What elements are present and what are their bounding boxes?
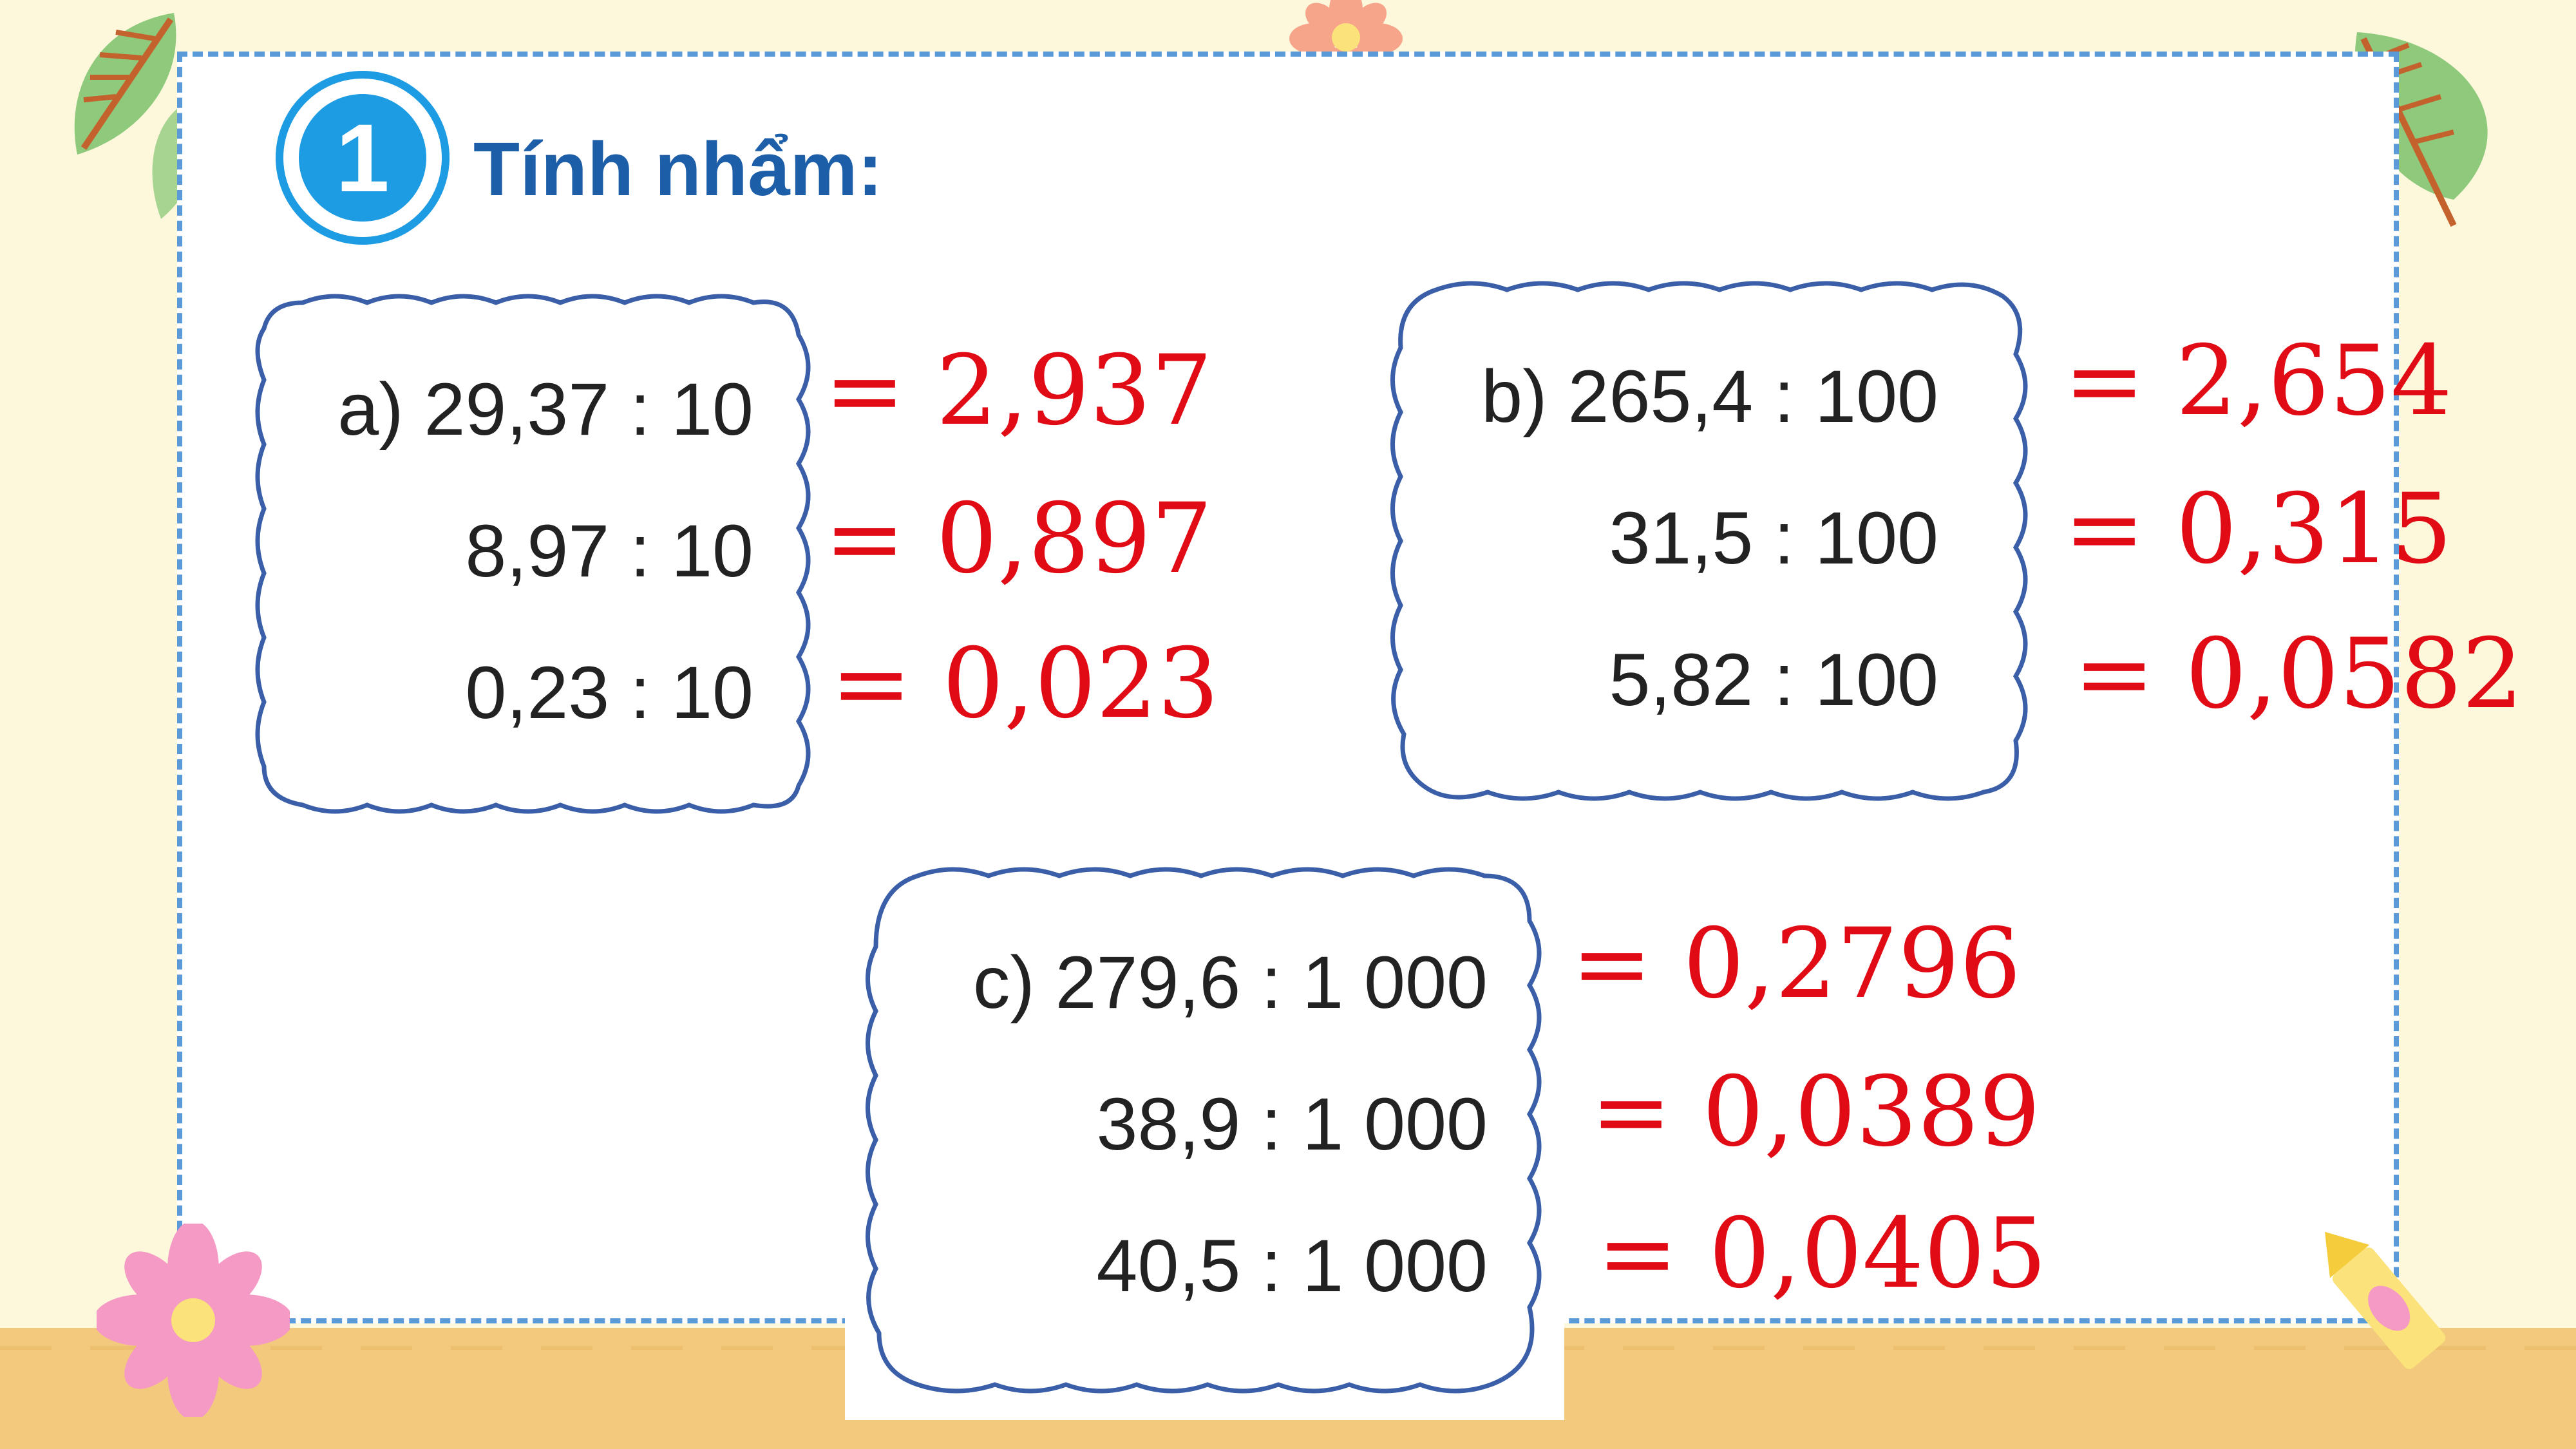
cloud-box-c (866, 867, 1542, 1394)
exercise-number-badge: 1 (276, 71, 450, 245)
answer-a-1: = 2,937 (824, 335, 1213, 447)
answer-b-1: = 2,654 (2064, 325, 2452, 437)
answer-a-2: = 0,897 (824, 483, 1213, 595)
answer-c-2: = 0,0389 (1591, 1056, 2041, 1168)
exercise-title: Tính nhẩm: (473, 127, 883, 212)
expression-b-1: b) 265,4 : 100 (1481, 355, 1938, 438)
expression-c-3: 40,5 : 1 000 (1096, 1225, 1488, 1307)
expression-c-2: 38,9 : 1 000 (1096, 1083, 1488, 1166)
expression-b-2: 31,5 : 100 (1609, 497, 1938, 580)
cloud-box-a (255, 294, 811, 814)
expression-b-3: 5,82 : 100 (1609, 639, 1938, 721)
answer-b-3: = 0,0582 (2074, 618, 2524, 730)
flower-icon (97, 1224, 290, 1417)
answer-b-2: = 0,315 (2064, 473, 2452, 585)
answer-c-3: = 0,0405 (1597, 1198, 2047, 1310)
answer-a-3: = 0,023 (831, 628, 1219, 740)
expression-a-3: 0,23 : 10 (465, 652, 753, 734)
answer-c-1: = 0,2796 (1571, 908, 2022, 1020)
expression-a-1: a) 29,37 : 10 (337, 368, 753, 451)
exercise-number: 1 (299, 94, 426, 222)
cloud-box-b (1390, 281, 2028, 801)
crayon-icon (2325, 1231, 2446, 1369)
expression-c-1: c) 279,6 : 1 000 (972, 942, 1488, 1024)
expression-a-2: 8,97 : 10 (465, 510, 753, 592)
